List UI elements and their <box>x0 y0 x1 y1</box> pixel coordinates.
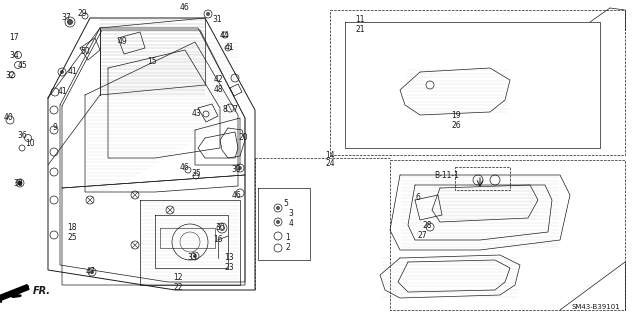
Text: SM43-B39101: SM43-B39101 <box>572 304 620 310</box>
Text: 18: 18 <box>67 224 77 233</box>
Circle shape <box>276 206 280 210</box>
Circle shape <box>60 70 64 74</box>
Text: 11: 11 <box>355 16 365 25</box>
Text: 16: 16 <box>213 235 223 244</box>
Text: 46: 46 <box>231 190 241 199</box>
Text: 41: 41 <box>57 87 67 97</box>
Text: 37: 37 <box>61 13 71 23</box>
Text: 39: 39 <box>231 166 241 174</box>
Text: 47: 47 <box>85 268 95 277</box>
Text: 2: 2 <box>285 242 291 251</box>
Text: 27: 27 <box>417 232 427 241</box>
Text: 48: 48 <box>213 85 223 94</box>
Text: 23: 23 <box>224 263 234 271</box>
Circle shape <box>67 19 72 25</box>
Text: 41: 41 <box>224 43 234 53</box>
Circle shape <box>276 220 280 224</box>
Text: 41: 41 <box>67 68 77 77</box>
Text: 7: 7 <box>232 106 237 115</box>
Text: 25: 25 <box>67 233 77 241</box>
Text: 38: 38 <box>13 180 23 189</box>
Text: 4: 4 <box>289 219 293 228</box>
Text: 50: 50 <box>80 48 90 56</box>
Text: 46: 46 <box>180 4 190 12</box>
Text: 40: 40 <box>3 114 13 122</box>
Text: 30: 30 <box>215 224 225 233</box>
Text: 14: 14 <box>325 151 335 160</box>
Text: 9: 9 <box>52 123 58 132</box>
Circle shape <box>238 166 242 170</box>
Text: 3: 3 <box>289 210 293 219</box>
Text: 8: 8 <box>223 106 227 115</box>
Circle shape <box>90 270 94 274</box>
Text: 10: 10 <box>25 138 35 147</box>
Text: 1: 1 <box>285 233 291 241</box>
Text: 45: 45 <box>17 61 27 70</box>
Text: 28: 28 <box>422 221 432 231</box>
Text: 6: 6 <box>415 194 420 203</box>
Text: 34: 34 <box>9 50 19 60</box>
Text: 17: 17 <box>9 33 19 42</box>
Text: 43: 43 <box>191 108 201 117</box>
Text: FR.: FR. <box>33 286 51 296</box>
Circle shape <box>18 181 22 185</box>
Text: 5: 5 <box>284 199 289 209</box>
Text: 31: 31 <box>212 16 222 25</box>
Text: 32: 32 <box>5 70 15 79</box>
Text: 24: 24 <box>325 160 335 168</box>
Text: 33: 33 <box>187 254 197 263</box>
Text: 44: 44 <box>219 32 229 41</box>
Text: 42: 42 <box>213 76 223 85</box>
Text: 26: 26 <box>451 122 461 130</box>
Text: 15: 15 <box>147 57 157 66</box>
Text: 22: 22 <box>173 283 183 292</box>
Circle shape <box>193 254 197 258</box>
Text: 13: 13 <box>224 254 234 263</box>
Text: 35: 35 <box>191 169 201 179</box>
Text: 36: 36 <box>17 131 27 140</box>
FancyArrow shape <box>0 285 29 302</box>
Text: 19: 19 <box>451 112 461 121</box>
Text: 21: 21 <box>355 26 365 34</box>
Text: 49: 49 <box>117 38 127 47</box>
Text: 29: 29 <box>77 10 87 19</box>
Text: 46: 46 <box>180 164 190 173</box>
Text: 12: 12 <box>173 273 183 283</box>
Text: B-11-1: B-11-1 <box>435 172 460 181</box>
Text: 20: 20 <box>238 133 248 143</box>
Circle shape <box>206 12 210 16</box>
